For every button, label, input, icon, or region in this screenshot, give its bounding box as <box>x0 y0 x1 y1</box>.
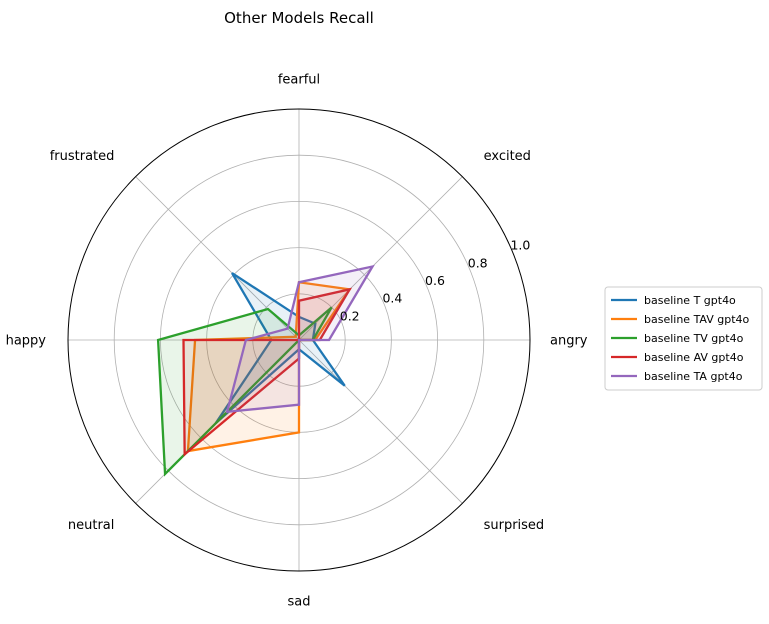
r-tick-label: 0.6 <box>425 273 445 288</box>
legend-item: baseline TAV gpt4o <box>611 313 750 326</box>
category-label-surprised: surprised <box>484 518 545 533</box>
radar-series <box>156 264 375 477</box>
legend-item: baseline AV gpt4o <box>611 351 744 364</box>
category-label-angry: angry <box>550 334 588 349</box>
legend: baseline T gpt4o baseline TAV gpt4o baseli… <box>604 286 763 391</box>
r-tick-label: 0.2 <box>340 308 360 323</box>
series-area <box>215 273 345 424</box>
legend-label: baseline TV gpt4o <box>644 332 744 345</box>
series-area <box>158 307 332 474</box>
legend-label: baseline AV gpt4o <box>644 351 744 364</box>
legend-label: baseline TAV gpt4o <box>644 313 750 326</box>
grid-ring <box>113 154 485 526</box>
series-line <box>156 306 333 477</box>
legend-frame <box>604 286 763 391</box>
category-label-excited: excited <box>484 149 531 164</box>
r-tick-label: 0.4 <box>382 291 402 306</box>
legend-label: baseline TA gpt4o <box>644 370 743 383</box>
r-tick-label: 0.8 <box>468 255 488 270</box>
category-label-fearful: fearful <box>278 73 320 88</box>
legend-item: baseline T gpt4o <box>611 294 736 307</box>
series-area <box>183 289 350 455</box>
legend-item: baseline TA gpt4o <box>611 370 743 383</box>
legend-item: baseline TV gpt4o <box>611 332 744 345</box>
outer-ring <box>67 108 531 572</box>
r-tick-label: 1.0 <box>510 238 530 253</box>
legend-label: baseline T gpt4o <box>644 294 736 307</box>
series-4 <box>225 264 375 414</box>
category-label-happy: happy <box>6 334 47 349</box>
radar-labels: angry excited fearful frustrated happy neutra… <box>6 73 588 610</box>
spoke-surprised <box>298 339 463 504</box>
category-label-sad: sad <box>288 595 311 610</box>
category-label-neutral: neutral <box>68 518 115 533</box>
category-label-frustrated: frustrated <box>50 149 115 164</box>
chart-title: Other Models Recall <box>224 9 374 27</box>
